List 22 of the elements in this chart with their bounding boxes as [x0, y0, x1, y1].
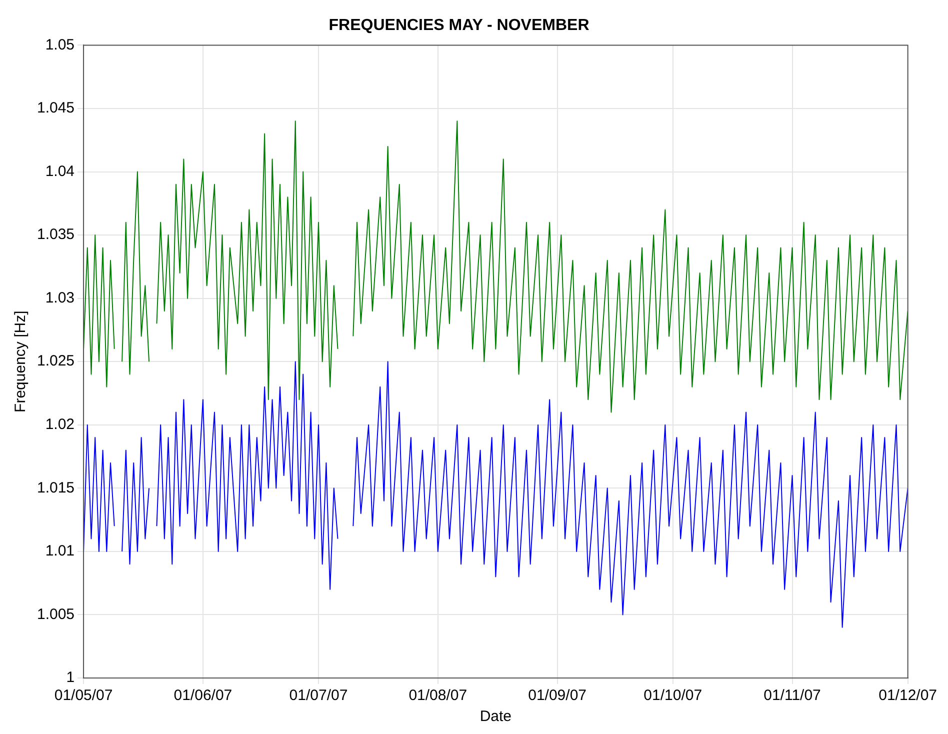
y-tick-label: 1.025	[36, 352, 75, 370]
x-tick-label: 01/12/07	[878, 687, 937, 704]
y-axis-title: Frequency [Hz]	[12, 310, 30, 412]
x-tick-label: 01/06/07	[174, 687, 232, 704]
y-tick-label: 1.01	[45, 542, 75, 560]
y-tick-label: 1	[66, 669, 75, 686]
y-tick-label: 1.035	[36, 226, 75, 244]
x-tick-label: 01/07/07	[289, 687, 348, 704]
x-tick-label: 01/10/07	[644, 687, 702, 704]
y-tick-label: 1.05	[45, 36, 75, 54]
chart-title: FREQUENCIES MAY - NOVEMBER	[328, 17, 590, 34]
y-tick-label: 1.045	[36, 100, 75, 117]
x-tick-label: 01/05/07	[54, 687, 113, 704]
x-tick-label: 01/09/07	[528, 687, 586, 704]
y-tick-label: 1.015	[36, 479, 75, 496]
y-tick-label: 1.03	[45, 289, 75, 306]
y-tick-label: 1.005	[36, 606, 75, 623]
x-tick-label: 01/08/07	[408, 687, 468, 704]
x-axis-title: Date	[480, 708, 512, 726]
y-tick-label: 1.04	[45, 162, 75, 180]
x-tick-label: 01/11/07	[764, 687, 821, 704]
y-tick-label: 1.02	[45, 416, 75, 434]
